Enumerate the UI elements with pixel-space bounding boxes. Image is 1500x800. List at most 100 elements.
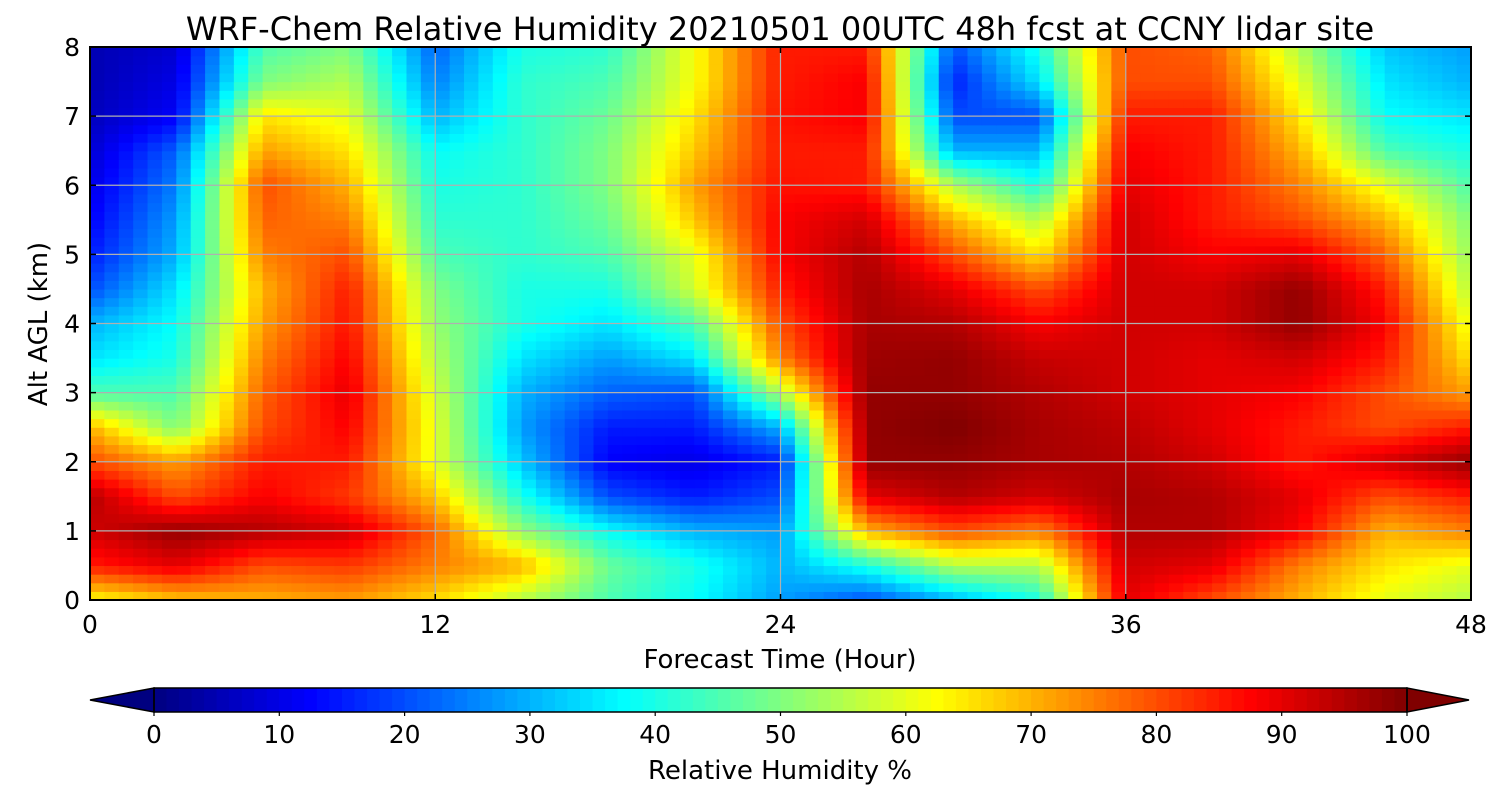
heatmap-cell	[176, 297, 192, 307]
heatmap-cell	[1240, 254, 1256, 264]
heatmap-cell	[1384, 202, 1400, 212]
heatmap-cell	[133, 504, 149, 515]
heatmap-cell	[1125, 556, 1141, 567]
heatmap-cell	[953, 427, 969, 437]
heatmap-cell	[1442, 513, 1458, 523]
heatmap-cell	[1140, 565, 1156, 575]
heatmap-cell	[133, 150, 149, 160]
heatmap-cell	[1053, 435, 1069, 446]
heatmap-cell	[1111, 263, 1127, 273]
heatmap-cell	[305, 444, 321, 454]
heatmap-cell	[133, 297, 149, 307]
heatmap-cell	[190, 418, 206, 428]
heatmap-cell	[1283, 332, 1299, 342]
heatmap-cell	[1025, 444, 1041, 454]
heatmap-cell	[435, 530, 451, 541]
heatmap-cell	[1442, 427, 1458, 437]
heatmap-cell	[363, 349, 379, 359]
heatmap-cell	[823, 375, 839, 385]
heatmap-cell	[420, 297, 436, 307]
heatmap-cell	[1413, 539, 1429, 549]
heatmap-cell	[1039, 496, 1055, 506]
heatmap-cell	[1068, 193, 1084, 204]
heatmap-cell	[1399, 358, 1415, 368]
heatmap-cell	[579, 591, 595, 601]
heatmap-cell	[161, 237, 177, 247]
heatmap-cell	[622, 366, 638, 376]
heatmap-cell	[694, 383, 710, 394]
heatmap-cell	[1355, 297, 1371, 307]
heatmap-cell	[492, 427, 508, 437]
heatmap-cell	[1111, 358, 1127, 368]
heatmap-cell	[176, 332, 192, 342]
heatmap-cell	[507, 539, 523, 549]
heatmap-cell	[1212, 332, 1228, 342]
heatmap-cell	[233, 340, 249, 351]
heatmap-cell	[205, 582, 221, 592]
heatmap-cell	[622, 548, 638, 558]
heatmap-cell	[1298, 548, 1314, 558]
heatmap-cell	[1370, 297, 1386, 307]
heatmap-cell	[1456, 211, 1472, 221]
heatmap-cell	[478, 349, 494, 359]
heatmap-cell	[564, 418, 580, 428]
heatmap-cell	[679, 245, 695, 255]
heatmap-cell	[248, 167, 264, 178]
heatmap-cell	[1370, 340, 1386, 351]
heatmap-cell	[233, 444, 249, 454]
heatmap-cell	[1240, 574, 1256, 584]
heatmap-cell	[521, 461, 537, 471]
heatmap-cell	[895, 487, 911, 497]
heatmap-cell	[794, 504, 810, 515]
heatmap-cell	[277, 582, 292, 592]
heatmap-cell	[90, 539, 105, 549]
heatmap-cell	[1327, 202, 1343, 212]
heatmap-cell	[406, 504, 422, 515]
heatmap-cell	[1312, 375, 1328, 385]
heatmap-cell	[1327, 504, 1343, 515]
heatmap-cell	[1226, 565, 1242, 575]
heatmap-cell	[1240, 539, 1256, 549]
heatmap-cell	[535, 444, 551, 454]
heatmap-cell	[305, 461, 321, 471]
heatmap-cell	[881, 297, 897, 307]
heatmap-cell	[1283, 358, 1299, 368]
heatmap-cell	[550, 591, 566, 601]
heatmap-cell	[866, 297, 882, 307]
heatmap-cell	[1427, 288, 1443, 299]
heatmap-cell	[219, 444, 235, 454]
heatmap-cell	[1327, 401, 1343, 411]
heatmap-cell	[161, 185, 177, 195]
heatmap-cell	[334, 375, 350, 385]
heatmap-cell	[1168, 496, 1184, 506]
heatmap-cell	[1183, 271, 1199, 281]
heatmap-cell	[233, 211, 249, 221]
heatmap-cell	[1312, 383, 1328, 394]
heatmap-cell	[435, 228, 451, 238]
heatmap-cell	[1082, 340, 1098, 351]
heatmap-cell	[392, 504, 408, 515]
heatmap-cell	[219, 470, 235, 480]
heatmap-cell	[737, 470, 753, 480]
heatmap-cell	[938, 323, 954, 333]
heatmap-cell	[1442, 487, 1458, 497]
heatmap-cell	[1096, 392, 1112, 402]
heatmap-cell	[636, 159, 652, 169]
heatmap-cell	[435, 202, 451, 212]
heatmap-cell	[1269, 185, 1285, 195]
heatmap-cell	[291, 574, 307, 584]
heatmap-cell	[665, 176, 681, 186]
heatmap-cell	[679, 237, 695, 247]
heatmap-cell	[1255, 185, 1271, 195]
heatmap-cell	[363, 479, 379, 489]
heatmap-cell	[636, 401, 652, 411]
heatmap-cell	[1298, 487, 1314, 497]
heatmap-cell	[622, 271, 638, 281]
heatmap-cell	[205, 202, 221, 212]
heatmap-cell	[809, 504, 825, 515]
heatmap-cell	[866, 582, 882, 592]
heatmap-cell	[967, 288, 983, 299]
heatmap-cell	[291, 487, 307, 497]
heatmap-cell	[737, 306, 753, 316]
heatmap-cell	[1269, 504, 1285, 515]
